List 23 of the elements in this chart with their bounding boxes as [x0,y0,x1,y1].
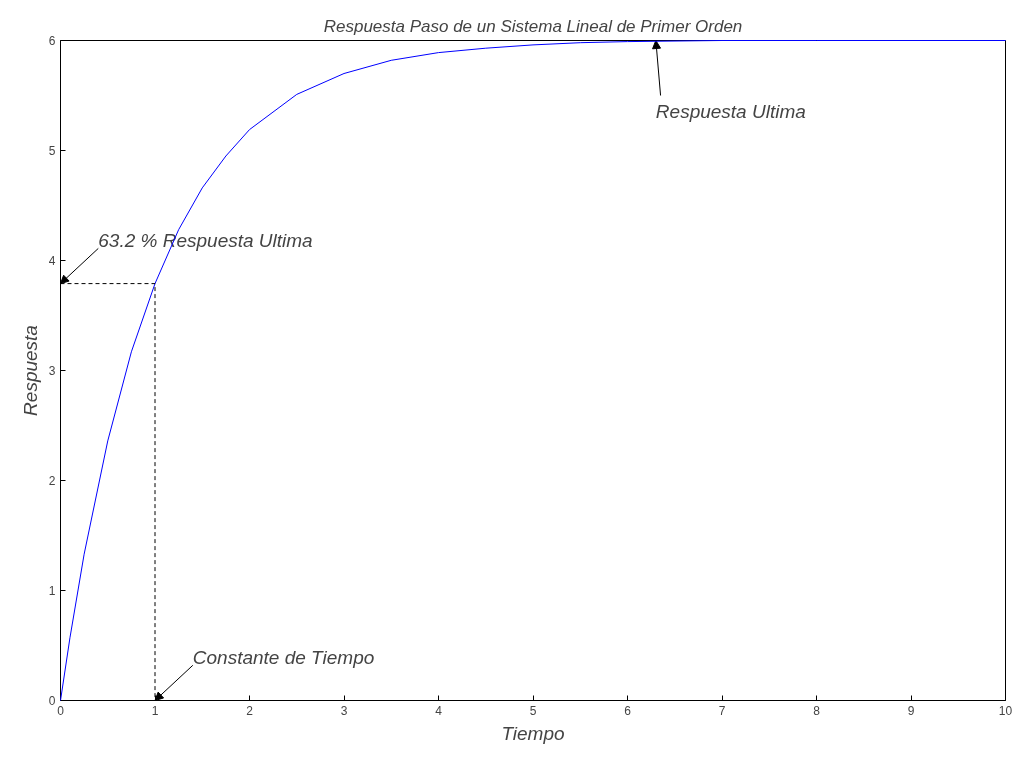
x-tick-label: 6 [624,703,632,718]
y-tick-label: 5 [48,144,56,158]
y-tick-label: 3 [48,364,56,378]
x-tick-label: 5 [529,703,537,718]
x-tick-label: 1 [151,703,159,718]
annotation: Constante de Tiempo [192,646,375,668]
y-tick-label: 2 [48,474,56,488]
x-tick-label: 9 [907,703,915,718]
x-tick-label: 4 [435,703,443,718]
x-tick-label: 8 [813,703,821,718]
x-axis-title: Tiempo [501,722,565,744]
chart-title: Respuesta Paso de un Sistema Lineal de Primer Orden [323,16,743,36]
y-tick-label: 4 [48,254,56,268]
annotation: Respuesta Ultima [655,101,806,122]
x-tick-label: 3 [340,703,348,718]
y-axis-title: Respuesta [19,325,41,416]
x-tick-label: 2 [246,703,254,718]
line-series [60,40,1006,701]
y-tick-label: 6 [48,34,56,48]
y-tick-label: 0 [48,694,56,708]
x-tick-label: 10 [998,703,1013,718]
x-tick-label: 7 [718,703,726,718]
y-tick-label: 1 [48,584,56,598]
